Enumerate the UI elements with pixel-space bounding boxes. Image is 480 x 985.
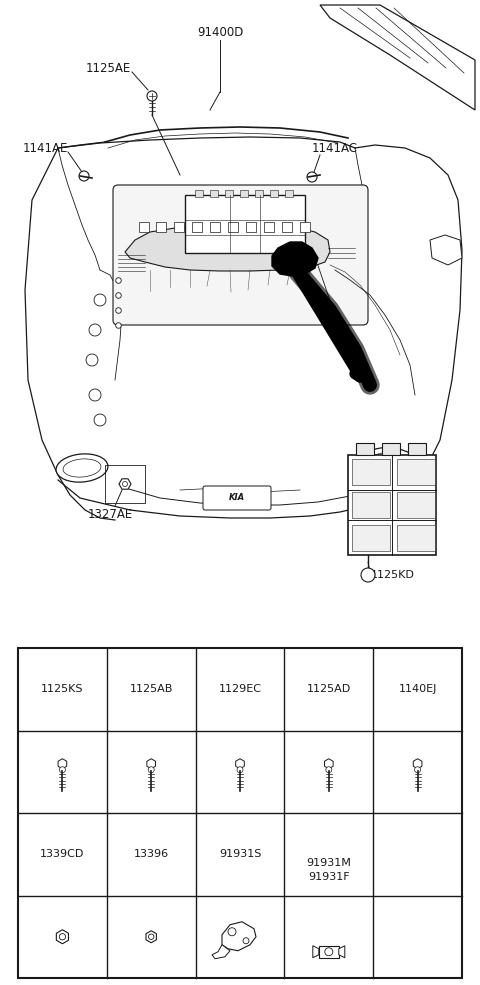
- Polygon shape: [324, 758, 333, 768]
- Polygon shape: [212, 945, 230, 958]
- Polygon shape: [313, 946, 319, 957]
- Circle shape: [89, 324, 101, 336]
- FancyBboxPatch shape: [352, 459, 390, 485]
- Circle shape: [325, 948, 333, 955]
- Ellipse shape: [372, 453, 412, 472]
- FancyBboxPatch shape: [113, 185, 368, 325]
- Ellipse shape: [56, 454, 108, 482]
- Text: KIA: KIA: [229, 493, 245, 502]
- FancyBboxPatch shape: [408, 443, 426, 455]
- Circle shape: [148, 934, 154, 940]
- Text: 1327AE: 1327AE: [87, 508, 132, 521]
- FancyBboxPatch shape: [300, 222, 310, 232]
- Circle shape: [228, 928, 236, 936]
- FancyBboxPatch shape: [210, 222, 220, 232]
- Text: 13396: 13396: [133, 849, 169, 859]
- Text: 1140EJ: 1140EJ: [398, 685, 437, 694]
- Circle shape: [59, 934, 66, 940]
- Text: 1129EC: 1129EC: [218, 685, 262, 694]
- FancyBboxPatch shape: [156, 222, 166, 232]
- Circle shape: [94, 294, 106, 306]
- FancyBboxPatch shape: [139, 222, 149, 232]
- Circle shape: [147, 91, 157, 101]
- FancyBboxPatch shape: [192, 222, 202, 232]
- Circle shape: [86, 354, 98, 366]
- Circle shape: [237, 766, 243, 773]
- Circle shape: [415, 766, 420, 773]
- FancyBboxPatch shape: [356, 443, 374, 455]
- Circle shape: [79, 171, 89, 181]
- Text: 1125KD: 1125KD: [371, 570, 415, 580]
- Circle shape: [60, 766, 65, 773]
- FancyBboxPatch shape: [352, 525, 390, 551]
- Text: 91931F: 91931F: [308, 872, 349, 882]
- Polygon shape: [413, 758, 422, 768]
- FancyBboxPatch shape: [195, 190, 203, 197]
- Text: 91931M: 91931M: [306, 858, 351, 868]
- Polygon shape: [319, 946, 339, 957]
- Circle shape: [326, 766, 332, 773]
- FancyBboxPatch shape: [203, 486, 271, 510]
- Text: 1339CD: 1339CD: [40, 849, 84, 859]
- Text: 1125AE: 1125AE: [85, 61, 131, 75]
- FancyBboxPatch shape: [397, 492, 435, 518]
- Ellipse shape: [63, 459, 101, 477]
- FancyBboxPatch shape: [352, 492, 390, 518]
- Polygon shape: [58, 758, 67, 768]
- Polygon shape: [147, 758, 156, 768]
- Circle shape: [122, 482, 128, 487]
- FancyBboxPatch shape: [397, 525, 435, 551]
- Polygon shape: [430, 235, 462, 265]
- Text: 1125AD: 1125AD: [307, 685, 351, 694]
- FancyBboxPatch shape: [240, 190, 248, 197]
- FancyBboxPatch shape: [285, 190, 293, 197]
- FancyBboxPatch shape: [210, 190, 218, 197]
- Polygon shape: [222, 922, 256, 951]
- Polygon shape: [272, 242, 318, 276]
- Circle shape: [307, 172, 317, 182]
- Polygon shape: [236, 758, 244, 768]
- FancyBboxPatch shape: [382, 443, 400, 455]
- Polygon shape: [56, 930, 69, 944]
- Text: 1141AE: 1141AE: [22, 142, 68, 155]
- Text: 91931S: 91931S: [219, 849, 261, 859]
- FancyBboxPatch shape: [228, 222, 238, 232]
- Ellipse shape: [365, 447, 420, 477]
- Text: 91400D: 91400D: [197, 26, 243, 38]
- FancyBboxPatch shape: [282, 222, 292, 232]
- FancyBboxPatch shape: [270, 190, 278, 197]
- Polygon shape: [146, 931, 156, 943]
- Circle shape: [243, 938, 249, 944]
- FancyBboxPatch shape: [174, 222, 184, 232]
- Polygon shape: [119, 479, 131, 490]
- FancyBboxPatch shape: [225, 190, 233, 197]
- Bar: [18, 648, 462, 978]
- Circle shape: [148, 766, 154, 773]
- FancyBboxPatch shape: [246, 222, 256, 232]
- Text: 1125KS: 1125KS: [41, 685, 84, 694]
- Polygon shape: [125, 225, 330, 271]
- Circle shape: [94, 414, 106, 426]
- FancyBboxPatch shape: [255, 190, 263, 197]
- Polygon shape: [320, 5, 475, 110]
- Circle shape: [89, 389, 101, 401]
- Circle shape: [361, 568, 375, 582]
- Polygon shape: [339, 946, 345, 957]
- Text: 1141AC: 1141AC: [312, 142, 358, 155]
- FancyBboxPatch shape: [185, 195, 305, 253]
- FancyBboxPatch shape: [348, 455, 436, 555]
- Text: 1125AB: 1125AB: [130, 685, 173, 694]
- FancyBboxPatch shape: [264, 222, 274, 232]
- FancyBboxPatch shape: [397, 459, 435, 485]
